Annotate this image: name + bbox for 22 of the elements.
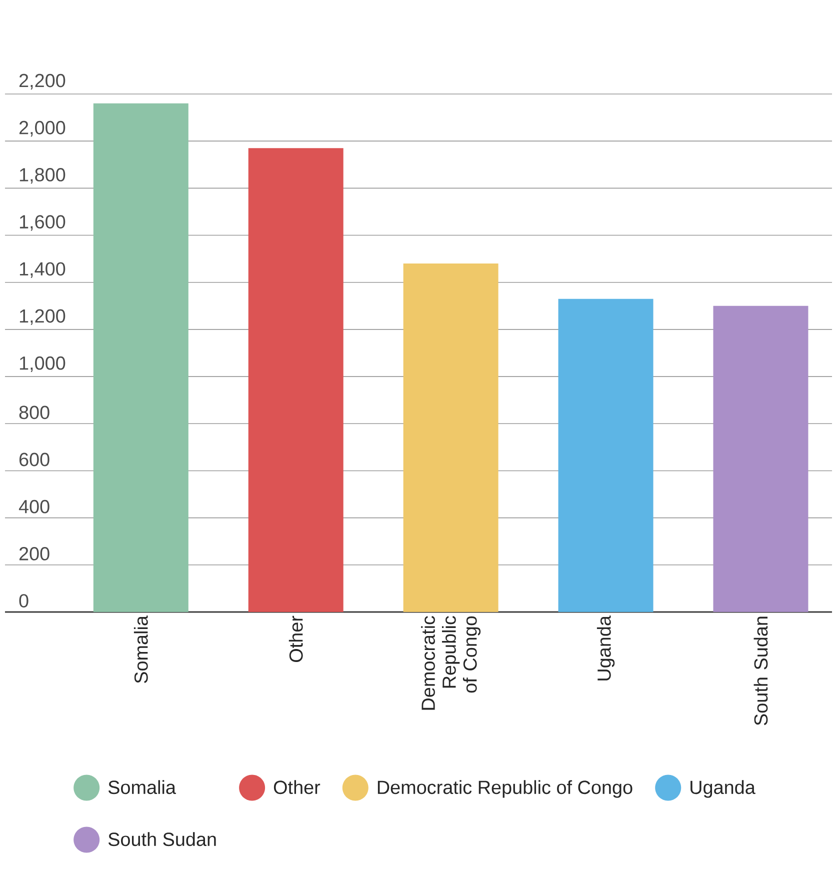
- x-tick-label: South Sudan: [754, 616, 768, 726]
- y-tick-label: 600: [20, 452, 50, 466]
- y-tick-label: 2,200: [20, 74, 66, 90]
- y-tick-label: 1,000: [20, 356, 66, 372]
- y-tick-label: 1,400: [20, 262, 66, 278]
- legend-label: Democratic Republic of Congo: [378, 780, 632, 798]
- legend-label: South Sudan: [108, 832, 216, 846]
- legend-label: Other: [274, 780, 320, 794]
- x-tick-label: Democratic Republic of Congo: [421, 616, 481, 710]
- y-tick-label: 800: [19, 406, 50, 420]
- legend-label: Somalia: [108, 780, 176, 794]
- y-tick-label: 2,000: [20, 120, 66, 137]
- y-tick-label: 1,800: [20, 168, 66, 184]
- y-tick-label: 0: [19, 594, 28, 608]
- y-tick-label: 1,200: [20, 309, 66, 325]
- x-tick-label: Somalia: [134, 616, 148, 684]
- y-tick-label: 200: [20, 546, 50, 560]
- y-tick-label: 400: [19, 500, 50, 514]
- x-tick-label: Other: [288, 616, 303, 662]
- legend-label: Uganda: [690, 780, 756, 798]
- y-tick-label: 1,600: [20, 215, 66, 231]
- x-tick-label: Uganda: [597, 616, 615, 680]
